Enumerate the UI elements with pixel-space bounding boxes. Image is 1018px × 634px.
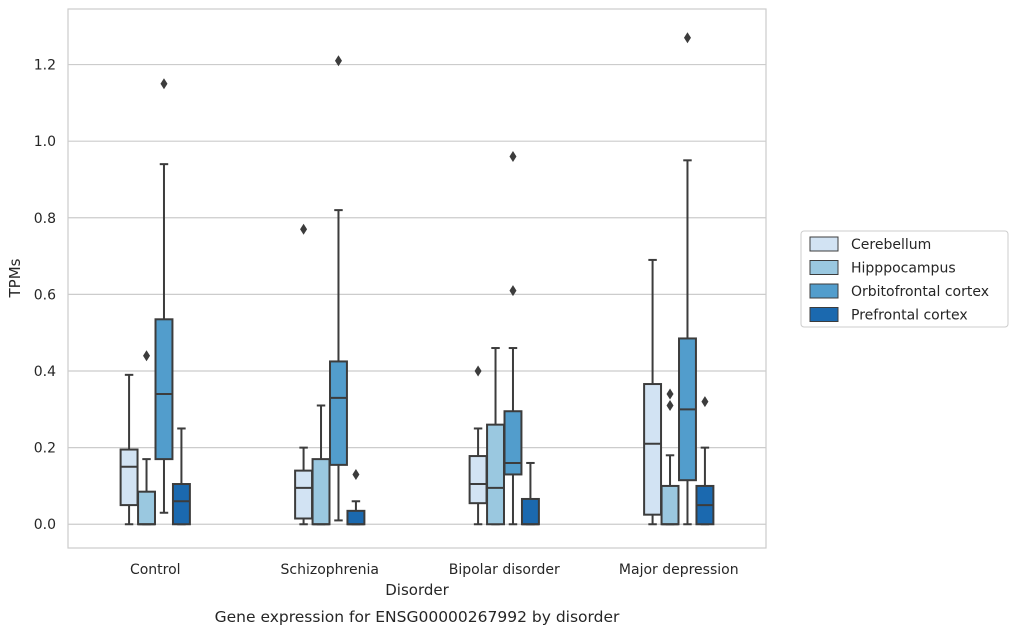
outlier-marker: [352, 468, 360, 480]
legend-swatch: [809, 260, 839, 275]
iqr-box: [468, 455, 488, 505]
y-axis-label: TPMs: [6, 258, 24, 298]
outlier-marker: [509, 150, 517, 162]
iqr-box: [486, 423, 505, 526]
box-group: [311, 404, 331, 526]
y-tick-label: 0.4: [34, 364, 56, 380]
outlier-marker: [509, 285, 517, 297]
outlier-marker: [143, 350, 151, 362]
iqr-box: [329, 360, 348, 466]
box-group: [171, 427, 191, 526]
box-group: [329, 55, 348, 522]
outlier-marker: [666, 399, 674, 411]
box-group: [660, 388, 680, 526]
x-tick-label: Bipolar disorder: [449, 562, 560, 578]
iqr-box: [520, 497, 540, 526]
y-tick-label: 1.0: [34, 134, 56, 150]
iqr-box: [171, 483, 191, 526]
box-group: [119, 373, 139, 526]
y-tick-label: 0.2: [34, 441, 56, 457]
iqr-box: [294, 469, 314, 520]
outlier-marker: [683, 32, 691, 44]
box-groups: [119, 32, 715, 526]
x-tick-label: Control: [130, 562, 181, 578]
legend-label: Prefrontal cortex: [851, 308, 968, 324]
y-tick-label: 1.2: [34, 58, 56, 74]
iqr-box: [503, 410, 523, 476]
iqr-box: [346, 509, 366, 526]
box-group: [137, 350, 156, 526]
legend: Cerebellum Hipppocampus Orbitofrontal cort…: [800, 230, 1009, 328]
box-group: [520, 461, 540, 526]
legend-label: Orbitofrontal cortex: [851, 284, 989, 300]
legend-frame: [800, 230, 1009, 328]
outlier-marker: [160, 78, 168, 90]
plot-frame: [67, 8, 767, 549]
legend-label: Cerebellum: [851, 237, 931, 253]
outlier-marker: [701, 396, 709, 408]
outlier-marker: [300, 223, 308, 235]
iqr-box: [137, 490, 156, 526]
box-group: [678, 32, 697, 526]
outlier-marker: [666, 388, 674, 400]
x-tick-labels: Control Schizophrenia Bipolar disorder Majo…: [130, 562, 739, 578]
outlier-marker: [474, 365, 482, 377]
iqr-box: [643, 383, 663, 516]
y-tick-label: 0.0: [34, 517, 56, 533]
iqr-box: [154, 318, 174, 461]
box-group: [503, 150, 523, 526]
legend-swatch: [809, 236, 839, 252]
y-tick-label: 0.8: [34, 211, 56, 227]
box-group: [154, 78, 174, 514]
legend-label: Hipppocampus: [851, 261, 956, 277]
iqr-box: [311, 458, 331, 526]
box-group: [346, 468, 366, 526]
x-tick-label: Schizophrenia: [281, 562, 379, 578]
box-group: [643, 258, 663, 526]
iqr-box: [119, 448, 139, 507]
box-group: [294, 223, 314, 526]
outlier-marker: [334, 55, 342, 67]
iqr-box: [660, 484, 680, 526]
legend-swatch: [809, 307, 839, 322]
chart-caption: Gene expression for ENSG00000267992 by d…: [215, 608, 620, 626]
y-tick-label: 0.6: [34, 287, 56, 303]
box-group: [695, 396, 715, 526]
x-axis-label: Disorder: [385, 581, 449, 599]
x-tick-label: Major depression: [619, 562, 739, 578]
legend-swatch: [809, 283, 839, 299]
y-tick-labels: 0.0 0.2 0.4 0.6 0.8 1.0 1.2: [34, 58, 56, 534]
box-group: [468, 365, 488, 526]
